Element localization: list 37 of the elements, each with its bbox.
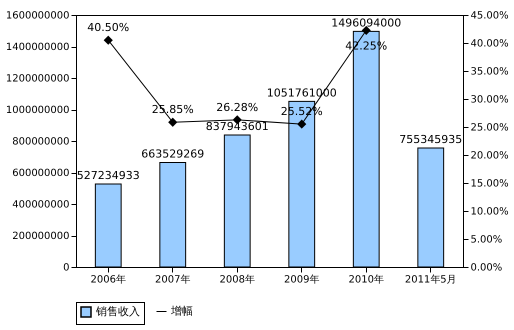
data-label: 26.28% [216, 100, 258, 114]
x-tick-label: 2008年 [220, 274, 255, 286]
x-tick-label: 2011年5月 [404, 274, 457, 286]
y2-tick-label: 30.00% [470, 94, 509, 106]
data-label: 1496094000 [331, 16, 402, 30]
y2-tick-label: 45.00% [470, 10, 509, 22]
y-tick-label: 200000000 [12, 231, 70, 242]
y-tick-label: 1400000000 [6, 42, 70, 53]
legend-label: 增幅 [170, 304, 193, 318]
x-tick-label: 2010年 [348, 274, 384, 286]
point [298, 120, 306, 128]
legend-label: 销售收入 [95, 305, 140, 318]
y-tick-label: 1600000000 [6, 10, 70, 22]
y2-tick-label: 20.00% [470, 150, 509, 162]
data-label: 40.50% [87, 21, 130, 34]
y2-tick-label: 25.00% [470, 122, 509, 134]
y2-tick-label: 15.00% [470, 178, 509, 190]
data-label: 663529269 [141, 147, 204, 160]
y2-tick-label: 10.00% [470, 206, 509, 218]
y-tick-label: 0 [63, 262, 70, 274]
x-tick-label: 2006年 [90, 274, 126, 286]
data-label: 837943601 [206, 120, 269, 134]
y2-tick-label: 35.00% [470, 66, 509, 78]
x-tick-label: 2009年 [284, 274, 320, 286]
x-tick-label: 2007年 [155, 274, 190, 286]
y2-tick-label: 5.00% [470, 234, 502, 246]
y-tick-label: 800000000 [12, 136, 70, 148]
y-tick-label: 400000000 [12, 200, 70, 210]
y2-tick-label: 0.00% [470, 262, 502, 274]
y-tick-label: 1200000000 [6, 74, 70, 84]
data-label: 527234933 [76, 168, 140, 182]
y2-tick-label: 40.00% [470, 38, 509, 50]
point [168, 118, 177, 126]
point [104, 36, 112, 44]
data-label: 755345935 [399, 133, 462, 146]
y-tick-label: 1000000000 [6, 105, 70, 116]
y-tick-label: 600000000 [12, 168, 70, 179]
